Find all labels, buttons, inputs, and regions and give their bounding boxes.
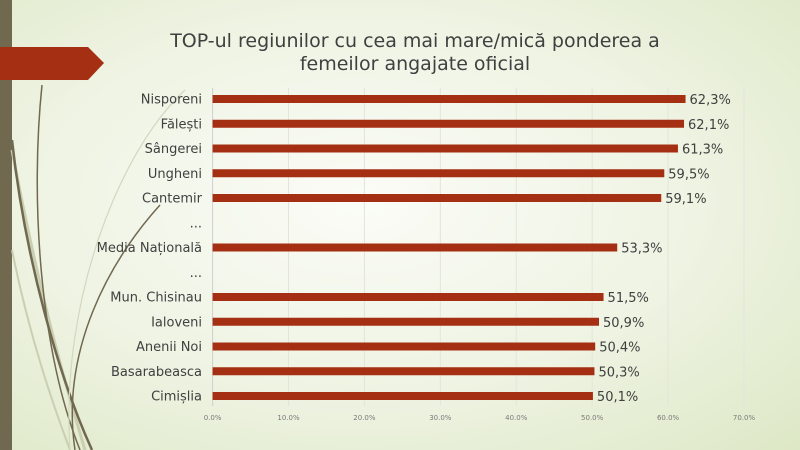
data-label: 59,5%	[668, 167, 709, 182]
x-tick-label: 40.0%	[505, 414, 528, 422]
data-label: 50,1%	[597, 390, 638, 405]
category-label: Ialoveni	[151, 315, 202, 330]
category-label: Nisporeni	[141, 93, 202, 108]
bar	[212, 293, 604, 301]
category-label: Sângerei	[145, 142, 202, 157]
bar	[212, 194, 662, 202]
x-tick-label: 20.0%	[353, 414, 376, 422]
bar	[212, 392, 593, 400]
bar	[212, 119, 685, 128]
category-label: ...	[190, 216, 202, 231]
data-label: 59,1%	[665, 192, 706, 207]
bar	[212, 317, 600, 326]
bar	[212, 144, 678, 153]
data-label: 50,9%	[603, 316, 644, 331]
bar	[212, 367, 595, 376]
x-tick-label: 30.0%	[429, 414, 452, 422]
left-accent-bar	[0, 0, 12, 450]
category-label: Mun. Chisinau	[110, 291, 202, 306]
x-tick-label: 10.0%	[277, 414, 300, 422]
data-label: 50,3%	[598, 365, 639, 380]
x-tick-label: 70.0%	[733, 414, 756, 422]
category-label: Anenii Noi	[136, 340, 202, 355]
category-label: ...	[190, 266, 202, 281]
category-label: Basarabeasca	[111, 365, 202, 380]
bar	[212, 243, 618, 252]
chart-title: TOP-ul regiunilor cu cea mai mare/mică p…	[150, 30, 680, 76]
data-label: 51,5%	[608, 291, 649, 306]
category-label: Media Națională	[97, 241, 202, 256]
bar	[212, 169, 665, 178]
category-label: Ungheni	[148, 167, 202, 182]
category-label: Cimișlia	[151, 390, 202, 405]
data-label: 53,3%	[621, 242, 662, 257]
title-arrow-shape	[0, 47, 104, 80]
data-label: 62,3%	[690, 93, 731, 108]
chart-title-line-2: femeilor angajate oficial	[299, 53, 531, 75]
bar	[212, 95, 686, 103]
x-tick-label: 50.0%	[581, 414, 604, 422]
data-label: 62,1%	[688, 118, 729, 133]
bar	[212, 342, 596, 351]
data-label: 61,3%	[682, 143, 723, 158]
x-tick-label: 0.0%	[204, 414, 222, 422]
chart-title-line-1: TOP-ul regiunilor cu cea mai mare/mică p…	[170, 30, 660, 52]
data-label: 50,4%	[599, 341, 640, 356]
x-tick-label: 60.0%	[657, 414, 680, 422]
category-label: Cantemir	[142, 192, 203, 207]
category-label: Fălești	[161, 117, 202, 132]
